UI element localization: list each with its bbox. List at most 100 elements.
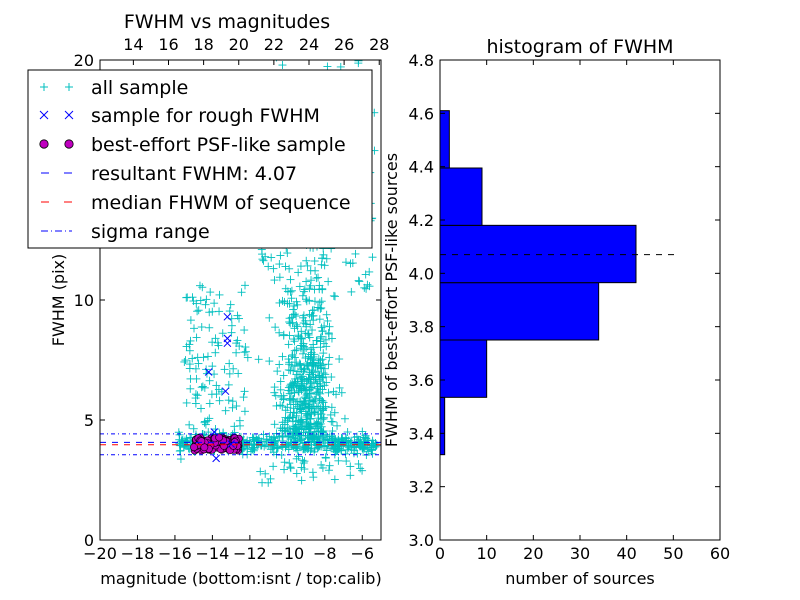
all-sample-point xyxy=(264,478,273,487)
all-sample-point xyxy=(302,391,311,400)
all-sample-point xyxy=(276,251,285,260)
all-sample-point xyxy=(210,299,219,308)
all-sample-point xyxy=(301,386,310,395)
all-sample-point xyxy=(300,442,309,451)
all-sample-point xyxy=(307,355,316,364)
all-sample-point xyxy=(316,419,325,428)
all-sample-point xyxy=(201,300,210,309)
legend-label-psf-sample: best-effort PSF-like sample xyxy=(91,134,346,156)
all-sample-point xyxy=(183,436,192,445)
all-sample-point xyxy=(315,315,324,324)
all-sample-point xyxy=(347,287,356,296)
all-sample-point xyxy=(248,445,257,454)
all-sample-point xyxy=(322,446,331,455)
all-sample-point xyxy=(202,295,211,304)
all-sample-point xyxy=(265,313,274,322)
rough-sample-point xyxy=(227,440,235,448)
legend-label-all-sample: all sample xyxy=(91,77,188,99)
all-sample-point xyxy=(226,300,235,309)
right-y-tick-label: 3.4 xyxy=(409,424,434,443)
right-y-tick-label: 4.2 xyxy=(409,211,434,230)
left-x-tick-label: −16 xyxy=(158,544,192,563)
all-sample-point xyxy=(299,398,308,407)
legend-marker-x xyxy=(39,110,74,120)
all-sample-point xyxy=(321,335,330,344)
all-sample-point xyxy=(250,437,259,446)
all-sample-point xyxy=(319,339,328,348)
all-sample-point xyxy=(307,312,316,321)
all-sample-point xyxy=(325,322,334,331)
all-sample-point xyxy=(361,433,370,442)
all-sample-point xyxy=(265,432,274,441)
all-sample-point xyxy=(294,386,303,395)
legend-item-psf-sample: best-effort PSF-like sample xyxy=(39,134,346,156)
all-sample-point xyxy=(205,414,214,423)
legend-label-sigma: sigma range xyxy=(91,221,210,243)
all-sample-point xyxy=(215,307,224,316)
rough-sample-point xyxy=(223,339,232,348)
all-sample-point xyxy=(319,414,328,423)
all-sample-point xyxy=(341,258,350,267)
all-sample-point xyxy=(309,360,318,369)
all-sample-point xyxy=(243,353,252,362)
all-sample-point xyxy=(284,340,293,349)
all-sample-point xyxy=(280,297,289,306)
left-scatter-panel: −20 −18 −16 −14 −12 −10 −8 −6 14 16 18 20 22 24 26 28 0 5… xyxy=(27,11,389,588)
rough-sample-point xyxy=(204,368,213,376)
all-sample-point xyxy=(290,337,299,346)
all-sample-point xyxy=(206,288,215,297)
left-y-top-label: 20 xyxy=(74,51,94,70)
all-sample-point xyxy=(213,338,222,347)
all-sample-point xyxy=(185,346,194,355)
all-sample-point xyxy=(196,296,205,305)
all-sample-point xyxy=(294,332,303,341)
all-sample-point xyxy=(325,461,334,470)
all-sample-point xyxy=(318,254,327,263)
right-chart-title: histogram of FWHM xyxy=(486,36,673,58)
all-sample-point xyxy=(297,405,306,414)
all-sample-point xyxy=(318,463,327,472)
all-sample-point xyxy=(270,388,279,397)
all-sample-point xyxy=(188,354,197,363)
all-sample-point xyxy=(317,297,326,306)
all-sample-point xyxy=(273,367,282,376)
all-sample-point xyxy=(323,62,332,71)
all-sample-point xyxy=(283,287,292,296)
histogram-bar xyxy=(439,110,450,169)
all-sample-point xyxy=(306,354,315,363)
all-sample-point xyxy=(292,454,301,463)
all-sample-point xyxy=(180,357,189,366)
all-sample-point xyxy=(215,396,224,405)
all-sample-point xyxy=(322,254,331,263)
all-sample-point xyxy=(329,291,338,300)
all-sample-point xyxy=(294,268,303,277)
all-sample-point xyxy=(270,276,279,285)
right-y-axis-label: FWHM of best-effort PSF-like sources xyxy=(382,153,401,447)
all-sample-point xyxy=(308,431,317,440)
all-sample-point xyxy=(358,466,367,475)
all-sample-point xyxy=(361,441,370,450)
all-sample-point xyxy=(338,434,347,443)
all-sample-point xyxy=(302,295,311,304)
all-sample-point xyxy=(203,352,212,361)
all-sample-point xyxy=(288,395,297,404)
all-sample-point xyxy=(357,440,366,449)
all-sample-point xyxy=(193,307,202,316)
all-sample-point xyxy=(342,457,351,466)
all-sample-point xyxy=(230,422,239,431)
all-sample-point xyxy=(333,421,342,430)
all-sample-point xyxy=(354,276,363,285)
all-sample-point xyxy=(312,336,321,345)
all-sample-point xyxy=(276,401,285,410)
all-sample-point xyxy=(275,273,284,282)
legend-marker-circle xyxy=(39,139,74,149)
all-sample-point xyxy=(320,321,329,330)
all-sample-point xyxy=(310,297,319,306)
all-sample-point xyxy=(224,396,233,405)
rough-sample-point xyxy=(221,387,230,396)
right-y-tick-label: 4.6 xyxy=(409,104,434,123)
all-sample-point xyxy=(296,416,305,425)
all-sample-point xyxy=(324,388,333,397)
all-sample-point xyxy=(278,61,287,70)
all-sample-point xyxy=(318,385,327,394)
